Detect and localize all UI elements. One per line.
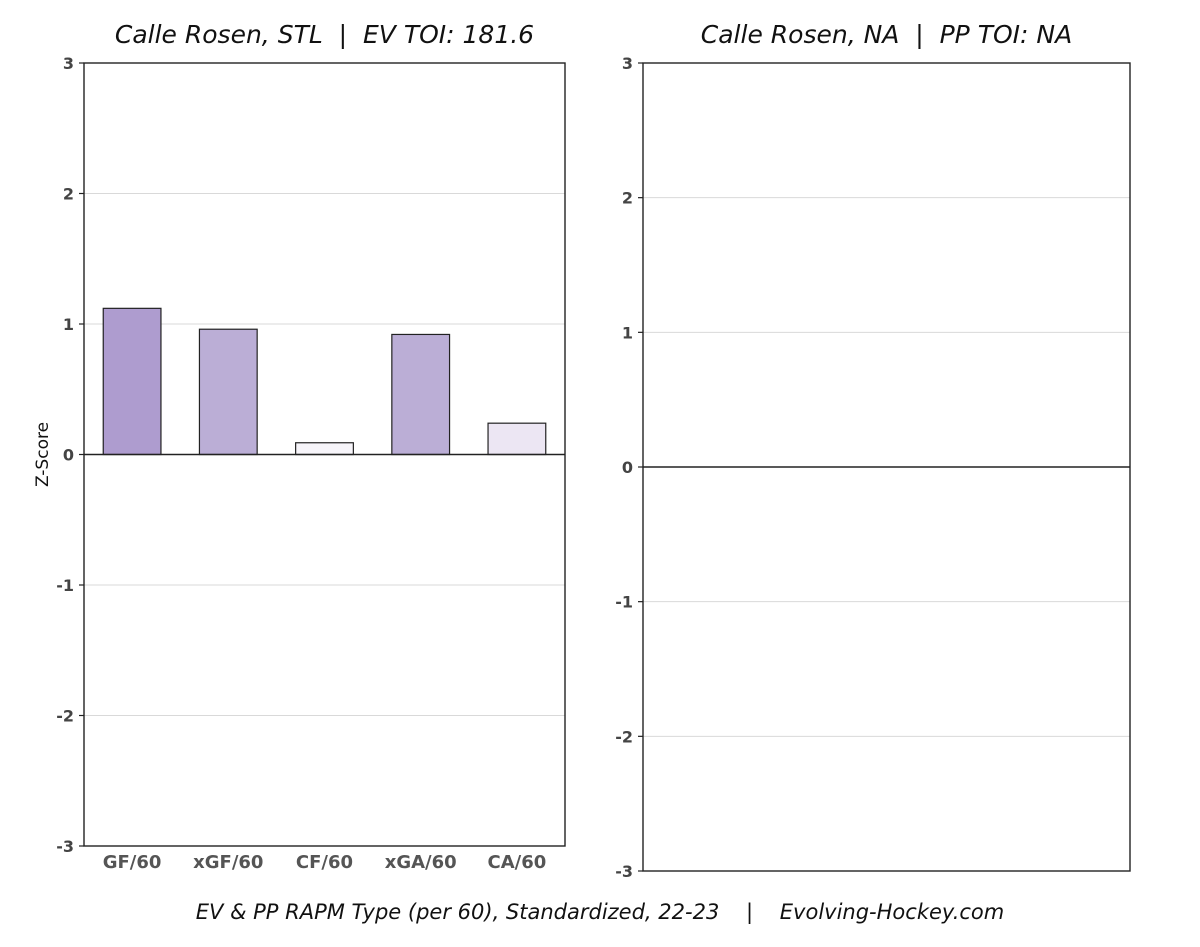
right-chart-panel: 3 2 1 0 -1 -2 -3 [615, 54, 1131, 881]
left-chart-panel: GF/60 xGF/60 CF/60 xGA/60 CA/60 3 2 1 0 -1 -2 -3 Z-S… [33, 54, 566, 873]
left-bar-xga-60 [391, 333, 451, 456]
left-ytick-label: -2 [56, 707, 74, 726]
chart-footer: EV & PP RAPM Type (per 60), Standardized… [195, 900, 1005, 924]
left-ytick-label: 2 [63, 185, 74, 204]
left-ytick-label: 3 [63, 54, 74, 73]
right-chart-title: Calle Rosen, NA | PP TOI: NA [700, 20, 1073, 49]
right-ytick-label: 1 [622, 323, 633, 342]
left-xtick-label: GF/60 [103, 852, 162, 873]
right-ytick-label: -2 [615, 727, 633, 746]
left-xtick-label: xGA/60 [385, 852, 457, 873]
left-xtick-label: xGF/60 [193, 852, 263, 873]
left-bar-xgf-60 [198, 328, 258, 456]
left-bar-ca-60 [487, 422, 547, 456]
right-ytick-label: 3 [622, 54, 633, 73]
left-bar-cf-60 [295, 442, 354, 456]
left-ytick-label: 1 [63, 315, 74, 334]
right-ytick-label: -1 [615, 593, 633, 612]
right-ytick-label: -3 [615, 862, 633, 881]
right-ytick-label: 0 [622, 458, 633, 477]
left-ytick-label: 0 [63, 446, 74, 465]
left-chart-title: Calle Rosen, STL | EV TOI: 181.6 [114, 20, 535, 49]
left-ytick-label: -1 [56, 576, 74, 595]
right-ytick-label: 2 [622, 189, 633, 208]
left-xtick-label: CF/60 [296, 852, 353, 873]
left-bar-gf-60 [102, 307, 162, 456]
left-ytick-label: -3 [56, 837, 74, 856]
left-y-axis-label: Z-Score [33, 422, 53, 487]
left-xtick-label: CA/60 [488, 852, 547, 873]
